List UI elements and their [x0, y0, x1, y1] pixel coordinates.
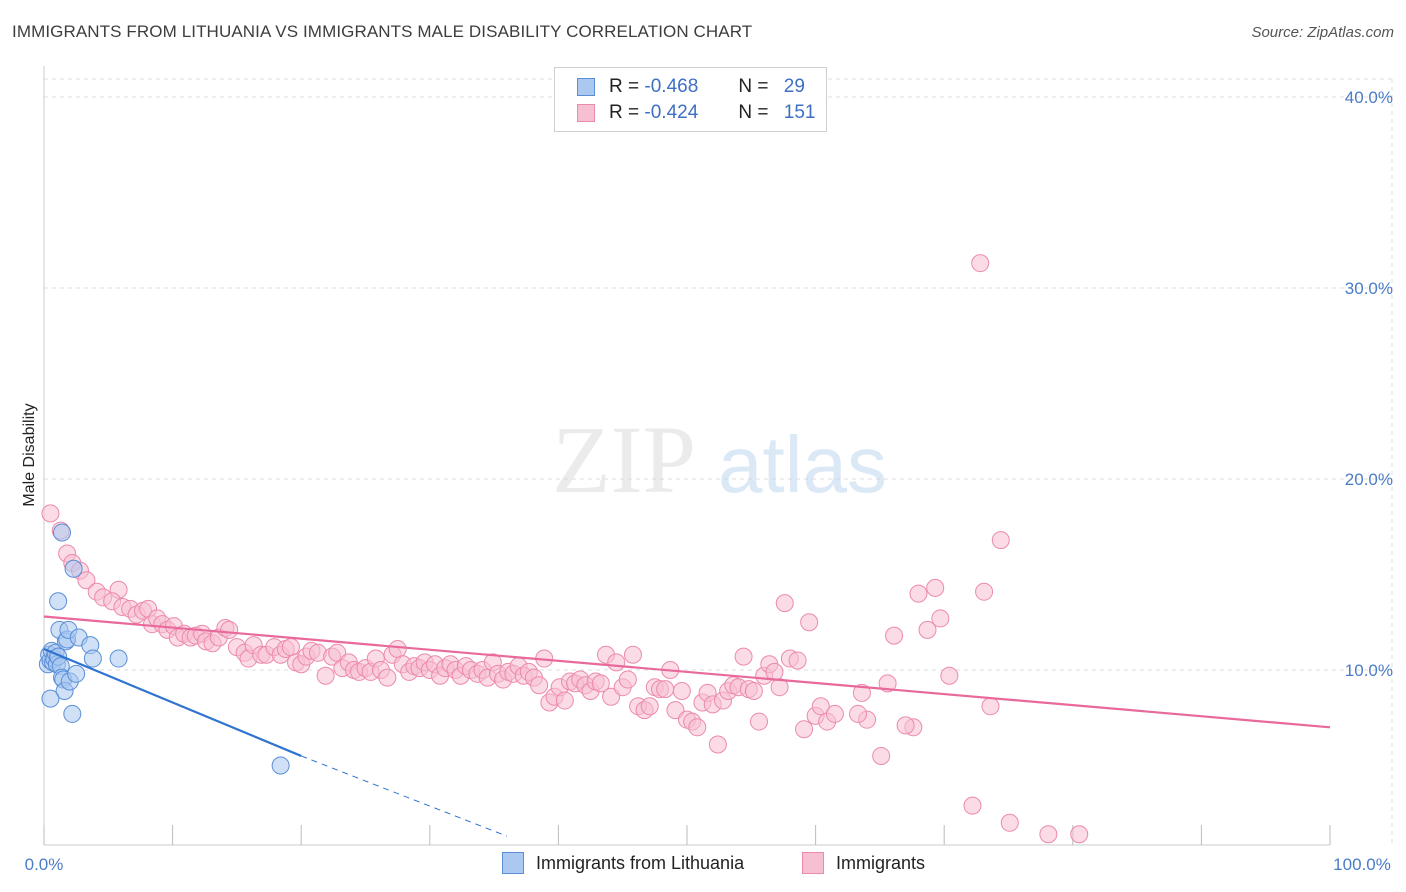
point-immigrants	[776, 595, 793, 612]
point-immigrants	[282, 639, 299, 656]
legend-n-value: 29	[784, 76, 805, 98]
point-immigrants	[826, 705, 843, 722]
series-immigrants-points	[42, 255, 1088, 843]
point-immigrants	[873, 747, 890, 764]
legend-label-immigrants: Immigrants	[836, 853, 925, 874]
watermark-zip: ZIP	[552, 406, 696, 513]
legend-swatch-pink	[577, 104, 595, 122]
legend-row-immigrants: R = -0.424 N = 151	[577, 101, 815, 125]
point-immigrants	[1071, 826, 1088, 843]
legend-label-lithuania: Immigrants from Lithuania	[536, 853, 744, 874]
point-immigrants	[910, 585, 927, 602]
point-immigrants	[42, 505, 59, 522]
point-immigrants	[927, 579, 944, 596]
point-lithuania	[65, 560, 82, 577]
legend-swatch-blue	[502, 852, 524, 874]
point-immigrants	[886, 627, 903, 644]
legend-swatch-blue	[577, 78, 595, 96]
point-immigrants	[982, 698, 999, 715]
point-immigrants	[709, 736, 726, 753]
point-immigrants	[221, 621, 238, 638]
point-immigrants	[745, 683, 762, 700]
point-lithuania	[84, 650, 101, 667]
point-immigrants	[897, 717, 914, 734]
trend-line-lithuania	[44, 649, 301, 756]
y-tick-label: 30.0%	[1345, 279, 1393, 298]
point-immigrants	[1040, 826, 1057, 843]
point-immigrants	[608, 654, 625, 671]
tick-labels: 10.0%20.0%30.0%40.0%0.0% 100.0%	[25, 88, 1393, 874]
point-lithuania	[50, 593, 67, 610]
legend-n-value: 151	[784, 102, 816, 124]
point-lithuania	[110, 650, 127, 667]
point-immigrants	[972, 255, 989, 272]
point-immigrants	[624, 646, 641, 663]
point-immigrants	[735, 648, 752, 665]
point-immigrants	[317, 667, 334, 684]
point-immigrants	[689, 719, 706, 736]
y-tick-label: 10.0%	[1345, 661, 1393, 680]
point-lithuania	[42, 690, 59, 707]
point-immigrants	[964, 797, 981, 814]
point-immigrants	[789, 652, 806, 669]
legend-row-lithuania: R = -0.468 N = 29	[577, 75, 805, 99]
point-immigrants	[941, 667, 958, 684]
legend-r-value: -0.468	[644, 76, 728, 98]
watermark-atlas: atlas	[718, 420, 887, 509]
point-immigrants	[531, 677, 548, 694]
point-immigrants	[751, 713, 768, 730]
point-lithuania	[68, 665, 85, 682]
point-immigrants	[673, 683, 690, 700]
y-tick-label: 40.0%	[1345, 88, 1393, 107]
point-immigrants	[992, 532, 1009, 549]
correlation-legend: R = -0.468 N = 29 R = -0.424 N = 151	[554, 67, 827, 132]
point-immigrants	[850, 705, 867, 722]
point-immigrants	[976, 583, 993, 600]
legend-item-immigrants[interactable]: Immigrants	[802, 852, 925, 874]
y-axis-label: Male Disability	[21, 403, 38, 506]
point-lithuania	[64, 705, 81, 722]
legend-r-label: R =	[609, 76, 639, 98]
series-legend: Immigrants from Lithuania Immigrants	[0, 852, 1406, 878]
point-immigrants	[389, 640, 406, 657]
trend-line-lithuania-extrapolated	[301, 756, 507, 836]
point-immigrants	[657, 681, 674, 698]
point-immigrants	[556, 692, 573, 709]
point-immigrants	[619, 671, 636, 688]
point-immigrants	[801, 614, 818, 631]
legend-r-label: R =	[609, 102, 639, 124]
point-immigrants	[796, 721, 813, 738]
watermark: ZIP atlas	[552, 406, 887, 513]
point-immigrants	[1001, 814, 1018, 831]
point-immigrants	[379, 669, 396, 686]
y-tick-label: 20.0%	[1345, 470, 1393, 489]
legend-n-label: N =	[738, 76, 768, 98]
point-immigrants	[641, 698, 658, 715]
point-lithuania	[272, 757, 289, 774]
point-immigrants	[932, 610, 949, 627]
legend-n-label: N =	[738, 102, 768, 124]
scatter-chart: ZIP atlas 10.0%20.0%30.0%40.0%0.0% 100.0%…	[0, 0, 1406, 892]
legend-swatch-pink	[802, 852, 824, 874]
legend-item-lithuania[interactable]: Immigrants from Lithuania	[502, 852, 744, 874]
point-lithuania	[54, 524, 71, 541]
legend-r-value: -0.424	[644, 102, 728, 124]
